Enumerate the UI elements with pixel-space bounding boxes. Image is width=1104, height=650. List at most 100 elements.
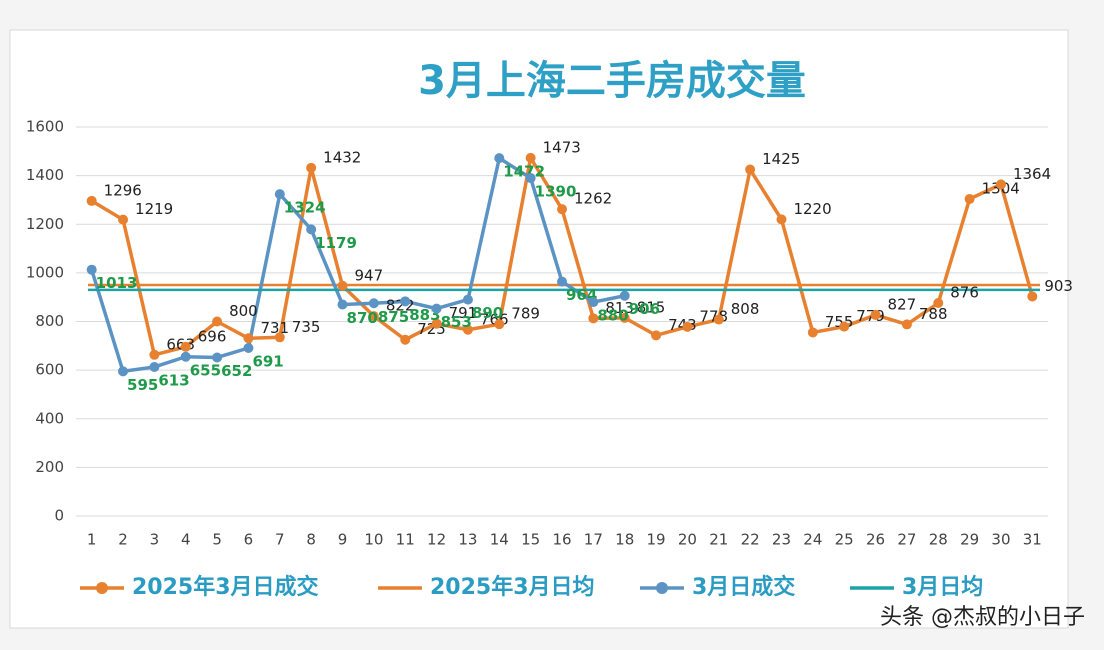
data-point [839, 321, 850, 332]
data-point [212, 352, 223, 363]
data-label: 1432 [323, 148, 361, 166]
y-tick-label: 1000 [26, 263, 64, 281]
y-tick-label: 0 [54, 507, 64, 525]
data-point [118, 366, 129, 377]
x-tick-label: 2 [118, 531, 128, 549]
data-label: 691 [252, 353, 283, 371]
data-label: 731 [260, 319, 289, 337]
x-tick-label: 3 [150, 531, 160, 549]
data-point [1027, 291, 1038, 302]
data-point [901, 319, 912, 330]
data-point [494, 153, 505, 164]
y-tick-label: 1600 [26, 118, 64, 136]
data-point [525, 152, 536, 163]
x-tick-label: 23 [772, 531, 791, 549]
data-label: 788 [919, 305, 948, 323]
x-tick-label: 1 [87, 531, 97, 549]
data-point [337, 280, 348, 291]
data-point [180, 351, 191, 362]
data-label: 779 [856, 307, 885, 325]
x-tick-label: 21 [709, 531, 728, 549]
x-tick-label: 9 [338, 531, 348, 549]
data-point [400, 334, 411, 345]
data-label: 1262 [574, 190, 612, 208]
data-point [870, 309, 881, 320]
data-label: 1013 [96, 274, 138, 292]
data-label: 853 [441, 313, 472, 331]
data-point [149, 349, 160, 360]
data-point [745, 164, 756, 175]
legend-marker [96, 582, 108, 594]
chart-title: 3月上海二手房成交量 [418, 58, 806, 104]
data-label: 791 [449, 304, 478, 322]
data-label: 696 [198, 327, 227, 345]
legend-label: 3月日成交 [692, 574, 795, 600]
legend-label: 2025年3月日成交 [132, 574, 319, 600]
data-point [776, 214, 787, 225]
data-label: 789 [511, 305, 540, 323]
data-label: 778 [699, 307, 728, 325]
x-tick-label: 24 [803, 531, 822, 549]
x-tick-label: 15 [521, 531, 540, 549]
x-tick-label: 4 [181, 531, 191, 549]
x-tick-label: 13 [458, 531, 477, 549]
x-tick-label: 20 [678, 531, 697, 549]
x-tick-label: 29 [960, 531, 979, 549]
data-label: 827 [888, 295, 917, 313]
legend-label: 3月日均 [902, 574, 983, 600]
y-tick-label: 600 [35, 361, 64, 379]
data-label: 880 [597, 307, 628, 325]
data-point [995, 179, 1006, 190]
data-point [337, 299, 348, 310]
data-label: 1472 [503, 163, 545, 181]
x-tick-label: 26 [866, 531, 885, 549]
data-point [431, 318, 442, 329]
data-point [243, 333, 254, 344]
y-tick-label: 200 [35, 458, 64, 476]
data-label: 815 [637, 298, 666, 316]
data-label: 903 [1044, 277, 1073, 295]
series-line [90, 156, 626, 374]
x-tick-label: 25 [835, 531, 854, 549]
watermark: 头条 @杰叔的小日子 [880, 605, 1085, 630]
data-label: 1220 [793, 200, 831, 218]
data-point [274, 189, 285, 200]
legend-label: 2025年3月日均 [430, 574, 595, 600]
x-tick-label: 7 [275, 531, 285, 549]
data-label: 1425 [762, 150, 800, 168]
data-point [86, 264, 97, 275]
data-point [557, 204, 567, 215]
data-label: 870 [347, 309, 378, 327]
x-tick-label: 14 [490, 531, 509, 549]
data-point [400, 296, 411, 307]
data-label: 613 [158, 371, 189, 389]
y-tick-label: 1200 [26, 215, 64, 233]
data-point [306, 162, 317, 173]
data-point [118, 214, 129, 225]
data-label: 663 [166, 335, 195, 353]
x-tick-label: 18 [615, 531, 634, 549]
data-point [682, 321, 693, 332]
legend-marker [656, 582, 668, 594]
x-tick-label: 8 [306, 531, 316, 549]
x-tick-label: 19 [647, 531, 666, 549]
y-tick-label: 1400 [26, 166, 64, 184]
data-point [651, 330, 662, 341]
data-point [431, 303, 442, 314]
data-point [212, 316, 223, 327]
data-label: 1296 [104, 181, 142, 199]
data-point [964, 193, 975, 204]
data-label: 595 [127, 376, 158, 394]
data-point [525, 173, 536, 184]
x-tick-label: 5 [212, 531, 222, 549]
x-tick-label: 17 [584, 531, 603, 549]
data-point [462, 294, 473, 305]
data-point [86, 195, 97, 206]
data-label: 743 [668, 316, 697, 334]
data-point [494, 319, 505, 330]
chart-panel [9, 29, 1069, 629]
x-tick-label: 16 [552, 531, 571, 549]
data-point [180, 341, 191, 352]
data-point [588, 297, 599, 308]
